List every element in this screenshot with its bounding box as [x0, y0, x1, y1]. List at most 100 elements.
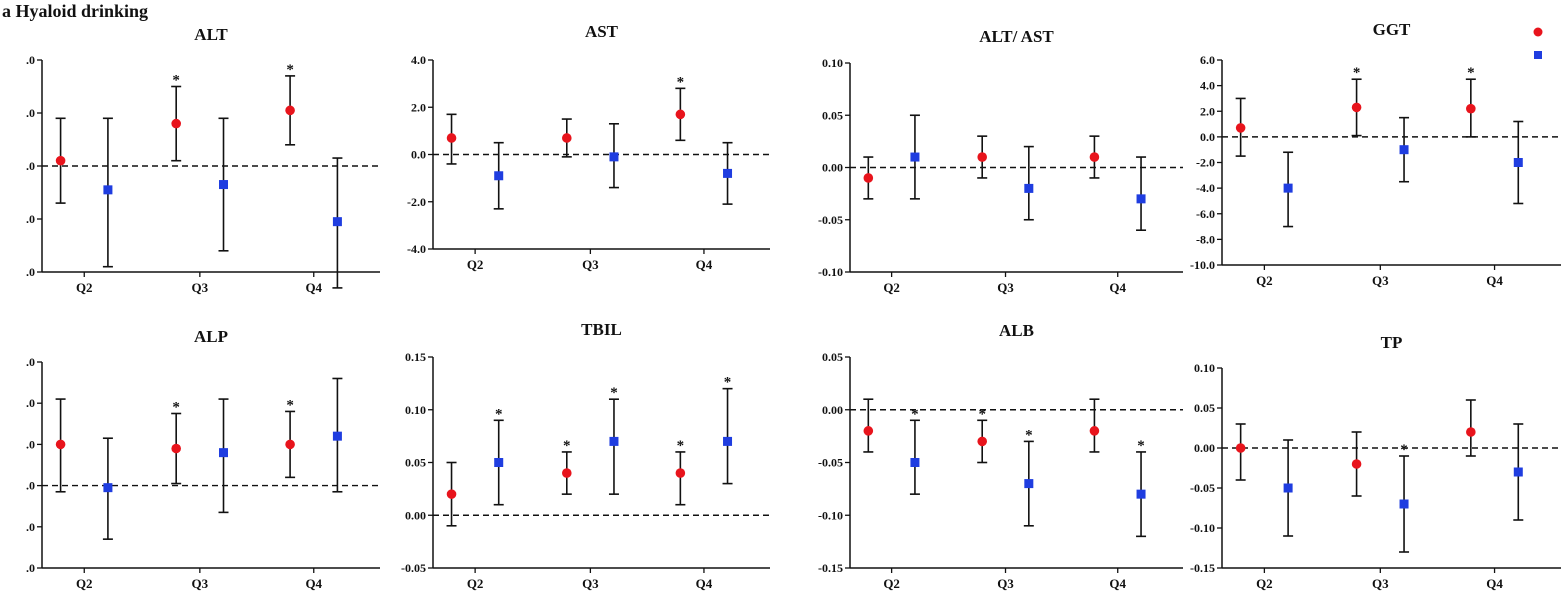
data-point-circle: [561, 468, 572, 478]
significance-star: *: [610, 385, 618, 401]
data-point-square: [723, 436, 733, 446]
x-tick-label: Q2: [467, 576, 484, 591]
panel-title: ALB: [999, 321, 1034, 340]
data-point-circle: [863, 426, 874, 436]
significance-star: *: [1467, 65, 1475, 81]
x-tick-label: Q3: [997, 576, 1014, 591]
significance-star: *: [286, 62, 294, 78]
y-tick-label: -0.15: [1190, 561, 1215, 575]
y-tick-label: -4.0: [407, 242, 426, 256]
y-tick-label: 4.0: [1200, 79, 1215, 93]
x-tick-label: Q3: [1372, 273, 1389, 288]
x-tick-label: Q3: [1372, 576, 1389, 591]
x-tick-label: Q4: [696, 576, 713, 591]
data-point-circle: [285, 105, 295, 116]
panel-title: TBIL: [581, 320, 622, 339]
y-tick-label: 0.00: [822, 403, 843, 417]
significance-star: *: [563, 438, 571, 454]
x-tick-label: Q4: [305, 280, 322, 295]
x-tick-label: Q3: [582, 576, 599, 591]
panel-title: AST: [585, 22, 619, 41]
data-point-circle: [977, 436, 988, 447]
figure-header: a Hyaloid drinking: [2, 1, 148, 21]
x-tick-label: Q2: [883, 576, 900, 591]
data-point-circle: [55, 439, 66, 450]
y-tick-label: 2.0: [1200, 104, 1215, 118]
chart-panel-alp: ALP .0 .0 .0 .0 .0 .0 Q2 Q3 Q4 * *: [26, 327, 380, 591]
y-tick-label: 0.10: [822, 56, 843, 70]
x-tick-label: Q4: [1486, 576, 1503, 591]
data-point-circle: [561, 133, 572, 143]
data-point-circle: [675, 109, 686, 120]
y-tick-label: 0.10: [405, 403, 426, 417]
data-point-circle: [1235, 123, 1246, 133]
chart-panel-tbil: TBIL -0.05 0.00 0.05 0.10 0.15 Q2 Q3 Q4 * * * * *: [401, 320, 770, 591]
y-tick-label: .0: [26, 479, 35, 493]
legend-marker-square: [1534, 51, 1542, 59]
significance-star: *: [172, 400, 180, 416]
chart-panel-altast: ALT/ AST -0.10 -0.05 0.00 0.05 0.10 Q2 Q3 Q4: [818, 27, 1183, 295]
y-tick-label: .0: [26, 53, 35, 67]
data-point-square: [1283, 183, 1293, 193]
data-point-square: [494, 458, 504, 467]
data-point-square: [494, 171, 504, 181]
data-point-square: [103, 483, 113, 493]
chart-panel-ggt: GGT -10.0 -8.0 -6.0 -4.0 -2.0 0.0 2.0 4.0 6.0 Q2 Q3…: [1190, 20, 1561, 288]
y-tick-label: -8.0: [1196, 232, 1215, 246]
y-tick-label: .0: [26, 520, 35, 534]
y-tick-label: .0: [26, 159, 35, 173]
y-tick-label: 0.0: [1200, 130, 1215, 144]
data-point-circle: [1351, 459, 1362, 469]
data-point-square: [910, 458, 920, 467]
y-tick-label: -0.15: [818, 561, 843, 575]
y-tick-label: 0.05: [822, 108, 843, 122]
chart-panel-alt: ALT .0 .0 .0 .0 .0 Q2 Q3 Q4 * *: [26, 25, 380, 295]
data-point-square: [1136, 489, 1146, 499]
y-tick-label: -10.0: [1190, 258, 1215, 272]
data-point-circle: [1235, 443, 1246, 453]
panel-title: ALP: [194, 327, 228, 346]
x-tick-label: Q2: [76, 280, 93, 295]
x-tick-label: Q4: [1109, 280, 1126, 295]
data-point-circle: [675, 468, 686, 478]
y-tick-label: 0.15: [405, 350, 426, 364]
data-point-circle: [1089, 152, 1100, 162]
y-tick-label: 0.00: [405, 508, 426, 522]
data-point-square: [1136, 194, 1146, 204]
significance-star: *: [1137, 438, 1145, 454]
y-tick-label: 0.05: [822, 350, 843, 364]
x-tick-label: Q4: [1109, 576, 1126, 591]
y-tick-label: .0: [26, 106, 35, 120]
y-tick-label: -0.10: [818, 265, 843, 279]
data-point-square: [1024, 479, 1034, 489]
data-point-square: [103, 185, 113, 195]
data-point-circle: [446, 489, 457, 499]
data-point-square: [609, 152, 619, 162]
panel-title: TP: [1381, 333, 1403, 352]
y-tick-label: 0.0: [411, 148, 426, 162]
y-tick-label: -0.05: [401, 561, 426, 575]
x-tick-label: Q3: [192, 576, 209, 591]
y-tick-label: 0.10: [1194, 361, 1215, 375]
data-point-circle: [863, 173, 874, 183]
significance-star: *: [172, 73, 180, 89]
panel-title: GGT: [1373, 20, 1411, 39]
data-point-square: [332, 217, 342, 227]
data-point-square: [609, 436, 619, 446]
data-point-circle: [171, 443, 181, 454]
data-point-circle: [1351, 102, 1362, 113]
y-tick-label: 6.0: [1200, 53, 1215, 67]
x-tick-label: Q2: [1256, 273, 1273, 288]
y-tick-label: -2.0: [1196, 156, 1215, 170]
y-tick-label: 0.05: [1194, 401, 1215, 415]
data-point-square: [723, 168, 733, 178]
y-tick-label: .0: [26, 265, 35, 279]
y-tick-label: -0.05: [1190, 481, 1215, 495]
x-tick-label: Q2: [76, 576, 93, 591]
y-tick-label: 4.0: [411, 53, 426, 67]
data-point-square: [219, 448, 229, 458]
legend: [1533, 27, 1543, 59]
y-tick-label: -0.10: [818, 508, 843, 522]
significance-star: *: [1400, 442, 1408, 458]
